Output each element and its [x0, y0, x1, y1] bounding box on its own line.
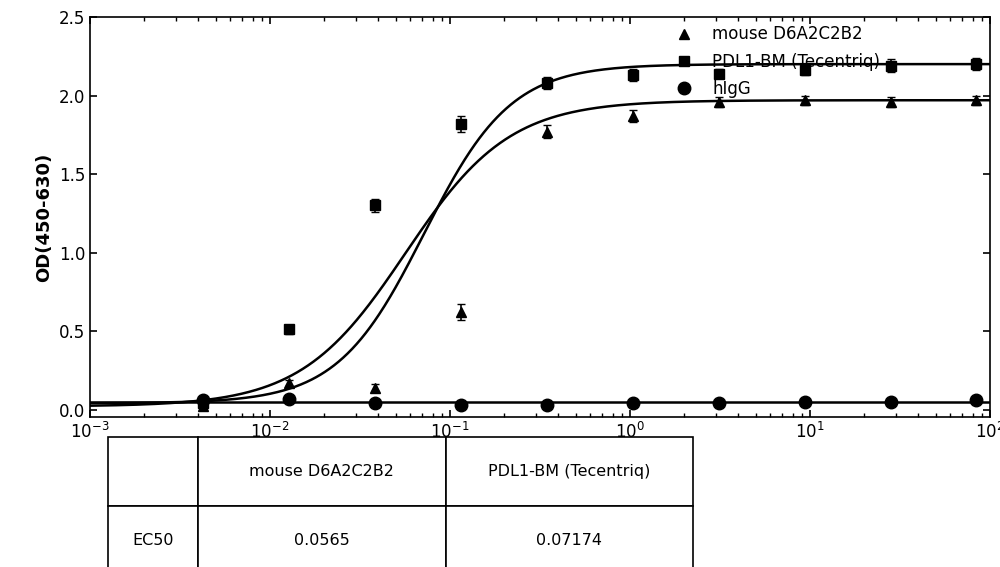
- Legend: mouse D6A2C2B2, PDL1-BM (Tecentriq), hIgG: mouse D6A2C2B2, PDL1-BM (Tecentriq), hIg…: [665, 26, 880, 98]
- hIgG: [197, 397, 209, 404]
- PDL1-BM (Tecentriq): [283, 326, 295, 333]
- hIgG: [970, 397, 982, 404]
- mouse D6A2C2B2: [713, 99, 725, 105]
- mouse D6A2C2B2: [885, 99, 897, 105]
- PDL1-BM (Tecentriq): [799, 67, 811, 74]
- PDL1-BM (Tecentriq): [455, 120, 467, 127]
- PDL1-BM (Tecentriq): [627, 71, 639, 78]
- mouse D6A2C2B2: [970, 97, 982, 104]
- mouse D6A2C2B2: [369, 384, 381, 391]
- Line: hIgG: hIgG: [197, 392, 983, 411]
- Y-axis label: OD(450-630): OD(450-630): [35, 153, 53, 282]
- hIgG: [283, 395, 295, 402]
- hIgG: [455, 401, 467, 408]
- PDL1-BM (Tecentriq): [970, 61, 982, 67]
- mouse D6A2C2B2: [283, 379, 295, 386]
- X-axis label: Con of mAb, nM.: Con of mAb, nM.: [456, 448, 624, 466]
- PDL1-BM (Tecentriq): [713, 70, 725, 77]
- hIgG: [541, 401, 553, 408]
- PDL1-BM (Tecentriq): [541, 79, 553, 86]
- Line: PDL1-BM (Tecentriq): PDL1-BM (Tecentriq): [199, 60, 981, 408]
- mouse D6A2C2B2: [197, 403, 209, 410]
- hIgG: [799, 398, 811, 405]
- PDL1-BM (Tecentriq): [885, 62, 897, 69]
- hIgG: [627, 400, 639, 407]
- mouse D6A2C2B2: [627, 112, 639, 119]
- PDL1-BM (Tecentriq): [197, 400, 209, 407]
- mouse D6A2C2B2: [455, 309, 467, 316]
- hIgG: [369, 400, 381, 407]
- hIgG: [885, 398, 897, 405]
- mouse D6A2C2B2: [541, 128, 553, 135]
- mouse D6A2C2B2: [799, 97, 811, 104]
- hIgG: [713, 400, 725, 407]
- Line: mouse D6A2C2B2: mouse D6A2C2B2: [199, 95, 981, 411]
- PDL1-BM (Tecentriq): [369, 202, 381, 209]
